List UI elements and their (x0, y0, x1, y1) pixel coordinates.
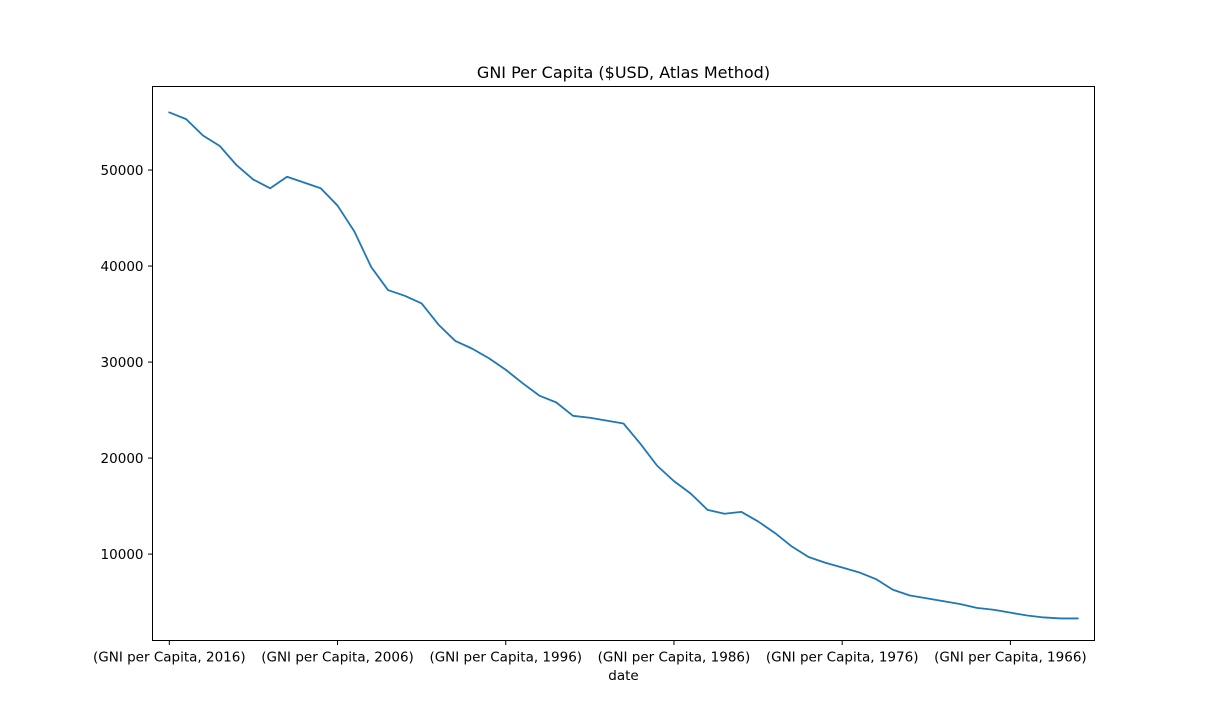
plot-frame (152, 86, 1095, 641)
y-axis: 10000 20000 30000 40000 50000 (101, 163, 153, 563)
x-tick-label: (GNI per Capita, 1976) (766, 650, 919, 666)
x-tick-label: (GNI per Capita, 1966) (934, 650, 1087, 666)
y-tick-label: 50000 (101, 163, 144, 179)
series-line (168, 111, 1079, 620)
x-tick-label: (GNI per Capita, 1986) (598, 650, 751, 666)
x-tick-label: (GNI per Capita, 2006) (261, 650, 414, 666)
y-tick-label: 40000 (101, 259, 144, 275)
y-tick-label: 30000 (101, 355, 144, 371)
x-axis-label: date (608, 668, 638, 684)
x-tick-label: (GNI per Capita, 1996) (429, 650, 582, 666)
y-tick-label: 20000 (101, 451, 144, 467)
x-axis: (GNI per Capita, 2016) (GNI per Capita, 2… (93, 640, 1087, 666)
x-tick-label: (GNI per Capita, 2016) (93, 650, 246, 666)
chart-title: GNI Per Capita ($USD, Atlas Method) (477, 63, 770, 82)
y-tick-label: 10000 (101, 547, 144, 563)
